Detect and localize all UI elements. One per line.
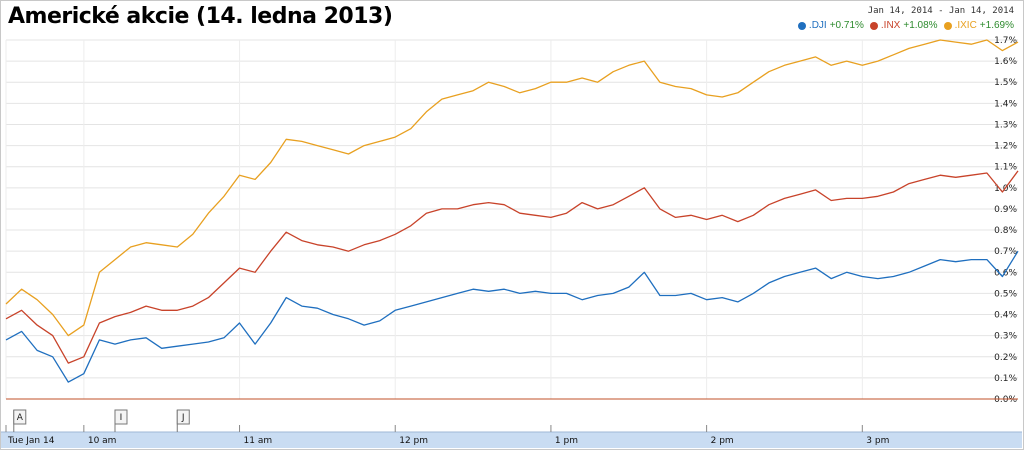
y-tick-label: 0.5% <box>994 289 1017 299</box>
legend-dot-inx <box>869 21 878 30</box>
x-tick-label: Tue Jan 14 <box>7 436 55 446</box>
x-tick-label: 2 pm <box>711 436 734 446</box>
flag-box <box>176 409 190 425</box>
legend-item-inx[interactable]: .INX +1.08% <box>869 20 938 31</box>
y-tick-label: 0.3% <box>994 332 1017 342</box>
legend-dot-dji <box>797 21 806 30</box>
y-tick-label: 1.3% <box>994 120 1017 130</box>
legend-item-ixic[interactable]: .IXIC +1.69% <box>943 20 1014 31</box>
series-line-ixic <box>5 39 1019 337</box>
legend-change-ixic: +1.69% <box>979 20 1014 31</box>
y-tick-label: 1.5% <box>994 78 1017 88</box>
legend-dot-ixic <box>943 21 952 30</box>
y-tick-label: 1.4% <box>994 99 1017 109</box>
chart-title: Americké akcie (14. ledna 2013) <box>8 4 393 29</box>
flag-box <box>114 409 128 425</box>
y-tick-label: 0.4% <box>994 311 1017 321</box>
legend-name-dji: .DJI <box>808 20 827 31</box>
series-line-inx <box>5 170 1019 364</box>
y-tick-label: 1.0% <box>994 184 1017 194</box>
flag-box <box>13 409 27 425</box>
timeline-bar <box>1 432 1022 448</box>
y-tick-label: 1.7% <box>994 36 1017 46</box>
legend-name-ixic: .IXIC <box>954 20 977 31</box>
legend-name-inx: .INX <box>880 20 901 31</box>
x-tick-label: 3 pm <box>866 436 889 446</box>
y-tick-label: 0.9% <box>994 205 1017 215</box>
x-tick-label: 1 pm <box>555 436 578 446</box>
x-tick-label: 12 pm <box>399 436 428 446</box>
y-tick-label: 1.2% <box>994 142 1017 152</box>
flag-label: I <box>120 413 123 423</box>
legend: .DJI +0.71% .INX +1.08% .IXIC +1.69% <box>797 20 1014 31</box>
legend-item-dji[interactable]: .DJI +0.71% <box>797 20 864 31</box>
y-tick-label: 0.0% <box>994 395 1017 405</box>
flag-label: J <box>181 413 185 423</box>
y-tick-label: 0.1% <box>994 374 1017 384</box>
y-tick-label: 0.8% <box>994 226 1017 236</box>
y-tick-label: 0.6% <box>994 268 1017 278</box>
y-tick-label: 0.7% <box>994 247 1017 257</box>
x-tick-label: 10 am <box>88 436 117 446</box>
series-line-dji <box>5 250 1019 383</box>
x-tick-label: 11 am <box>244 436 273 446</box>
y-tick-label: 0.2% <box>994 353 1017 363</box>
y-tick-label: 1.1% <box>994 163 1017 173</box>
y-tick-label: 1.6% <box>994 57 1017 67</box>
legend-change-inx: +1.08% <box>903 20 938 31</box>
legend-change-dji: +0.71% <box>829 20 864 31</box>
date-range: Jan 14, 2014 - Jan 14, 2014 <box>867 6 1014 16</box>
flag-label: A <box>17 413 24 423</box>
